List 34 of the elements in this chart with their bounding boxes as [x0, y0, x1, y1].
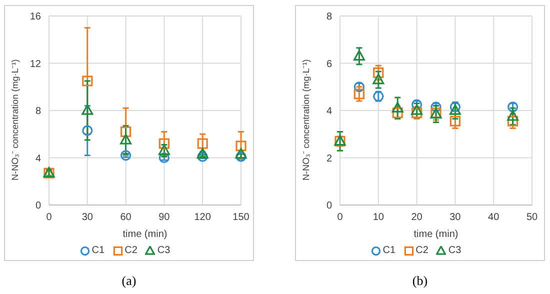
x-tick-label: 0 [337, 212, 344, 224]
text: (b) [411, 273, 429, 289]
y-axis-title: N-NO₃⁻ concentration (mg·L⁻¹) [10, 59, 20, 180]
y-tick-label: 0 [35, 200, 42, 212]
y-tick-label: 6 [326, 58, 332, 70]
legend-label: C1 [90, 245, 105, 256]
y-tick-label: 8 [35, 106, 42, 118]
legend-label: C2 [124, 245, 138, 256]
legend-label: C3 [447, 245, 462, 256]
y-tick-label: 2 [326, 153, 332, 164]
x-tick-label: 150 [232, 212, 250, 224]
x-axis-title: time (min) [414, 229, 458, 240]
y-axis-title: N-NO₃⁻ concentration (mg·L⁻¹) [301, 59, 312, 180]
y-tick-label: 16 [30, 12, 42, 23]
x-tick-label: 120 [194, 212, 212, 224]
y-tick-label: 8 [326, 12, 332, 23]
text: (a) [120, 273, 138, 289]
x-tick-label: 90 [158, 212, 170, 224]
x-tick-label: 30 [82, 212, 94, 224]
x-tick-label: 60 [120, 212, 132, 224]
legend-label: C3 [156, 245, 170, 256]
x-tick-label: 10 [372, 212, 384, 224]
x-tick-label: 50 [526, 212, 538, 224]
x-tick-label: 0 [46, 212, 52, 224]
x-axis-title: time (min) [122, 229, 168, 240]
y-tick-label: 12 [30, 58, 42, 70]
y-tick-label: 4 [326, 106, 332, 118]
y-tick-label: 4 [35, 153, 42, 164]
x-tick-label: 40 [488, 212, 500, 224]
x-tick-label: 20 [411, 212, 423, 224]
x-tick-label: 30 [450, 212, 462, 224]
y-tick-label: 0 [326, 200, 332, 212]
legend-label: C2 [414, 245, 428, 256]
legend-label: C1 [382, 245, 396, 256]
